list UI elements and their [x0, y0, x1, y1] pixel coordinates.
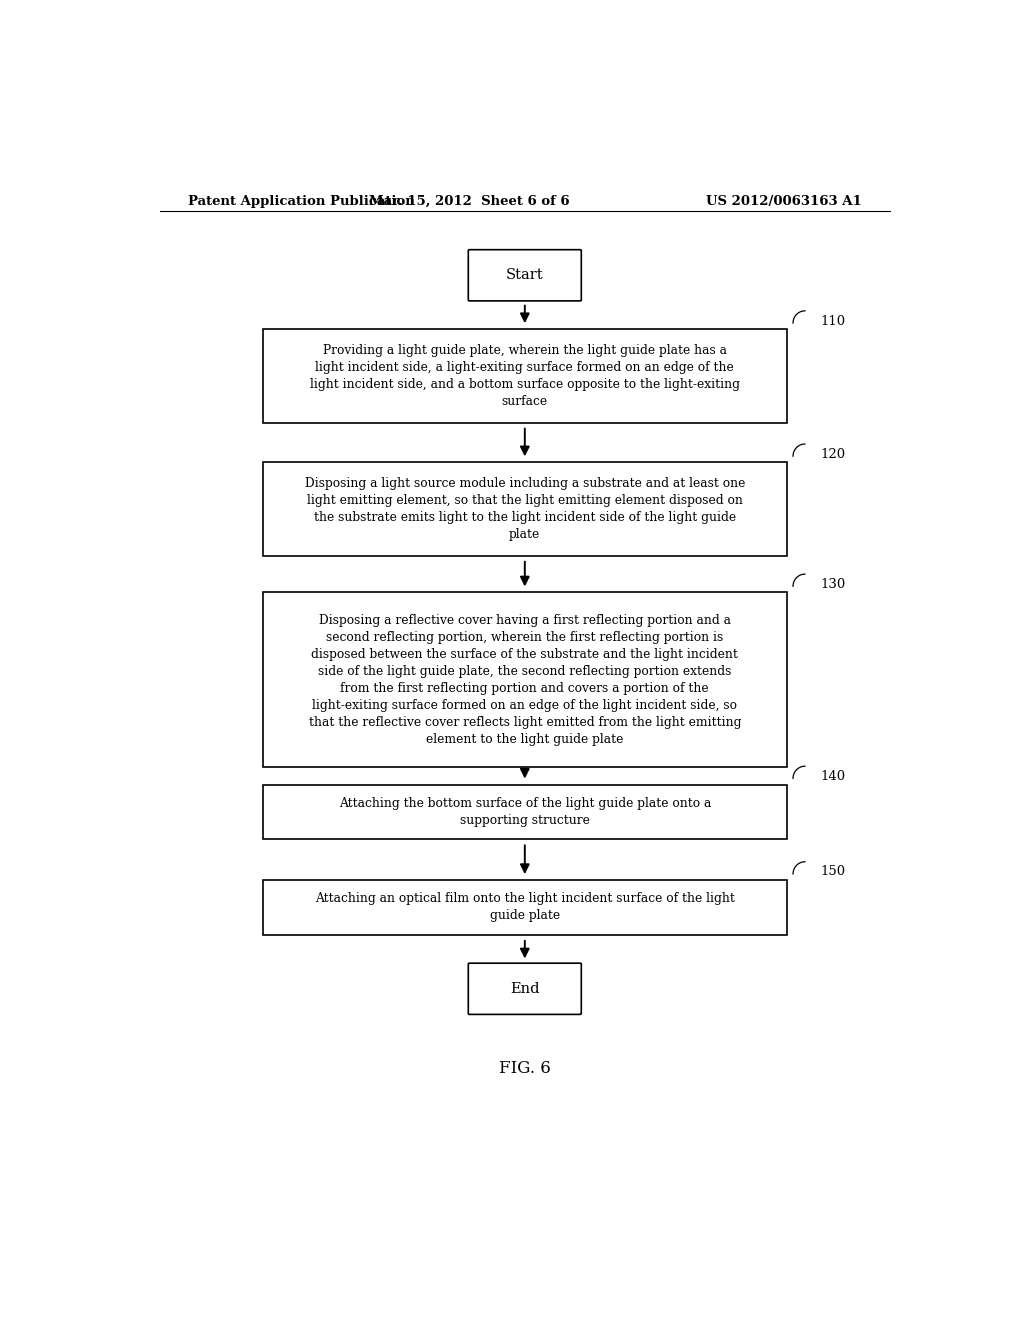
- Text: 110: 110: [820, 314, 845, 327]
- Bar: [263, 593, 786, 767]
- Text: Disposing a light source module including a substrate and at least one
light emi: Disposing a light source module includin…: [304, 477, 745, 541]
- Bar: [263, 784, 786, 840]
- Text: Attaching the bottom surface of the light guide plate onto a
supporting structur: Attaching the bottom surface of the ligh…: [339, 797, 711, 826]
- Bar: [263, 329, 786, 422]
- Text: 140: 140: [820, 770, 845, 783]
- Text: 120: 120: [820, 447, 845, 461]
- Text: Patent Application Publication: Patent Application Publication: [187, 194, 415, 207]
- Text: 150: 150: [820, 866, 845, 878]
- Text: Attaching an optical film onto the light incident surface of the light
guide pla: Attaching an optical film onto the light…: [314, 892, 735, 923]
- Text: FIG. 6: FIG. 6: [499, 1060, 551, 1077]
- Bar: [263, 462, 786, 556]
- Text: Disposing a reflective cover having a first reflecting portion and a
second refl: Disposing a reflective cover having a fi…: [308, 614, 741, 746]
- Text: Mar. 15, 2012  Sheet 6 of 6: Mar. 15, 2012 Sheet 6 of 6: [369, 194, 569, 207]
- Text: 130: 130: [820, 578, 845, 591]
- Text: End: End: [510, 982, 540, 995]
- FancyBboxPatch shape: [468, 249, 582, 301]
- Text: Start: Start: [506, 268, 544, 282]
- Bar: [263, 880, 786, 935]
- Text: US 2012/0063163 A1: US 2012/0063163 A1: [707, 194, 862, 207]
- FancyBboxPatch shape: [468, 964, 582, 1014]
- Text: Providing a light guide plate, wherein the light guide plate has a
light inciden: Providing a light guide plate, wherein t…: [310, 345, 739, 408]
